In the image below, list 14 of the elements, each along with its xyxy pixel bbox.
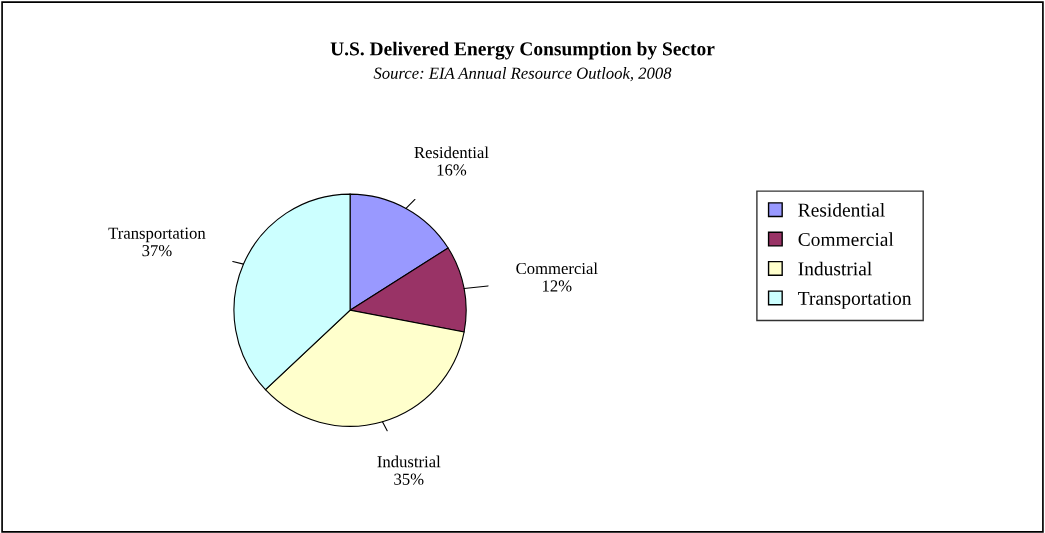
legend-label: Residential [798, 202, 885, 217]
slice-label: Industrial [377, 455, 441, 468]
legend-label: Transportation [798, 291, 912, 309]
legend-label: Commercial [798, 232, 894, 247]
data-label: 35% [394, 473, 424, 485]
data-label: 12% [542, 280, 572, 292]
chart-subtitle: Source: EIA Annual Resource Outlook, 2008 [373, 67, 672, 82]
data-label: 16% [437, 164, 467, 176]
slice-label: Residential [414, 146, 489, 159]
slice-label: Transportation [108, 227, 206, 243]
legend-label: Industrial [798, 261, 872, 276]
data-label: 37% [142, 244, 172, 257]
slice-label: Commercial [516, 262, 598, 275]
chart-title: U.S. Delivered Energy Consumption by Sector [330, 41, 715, 60]
